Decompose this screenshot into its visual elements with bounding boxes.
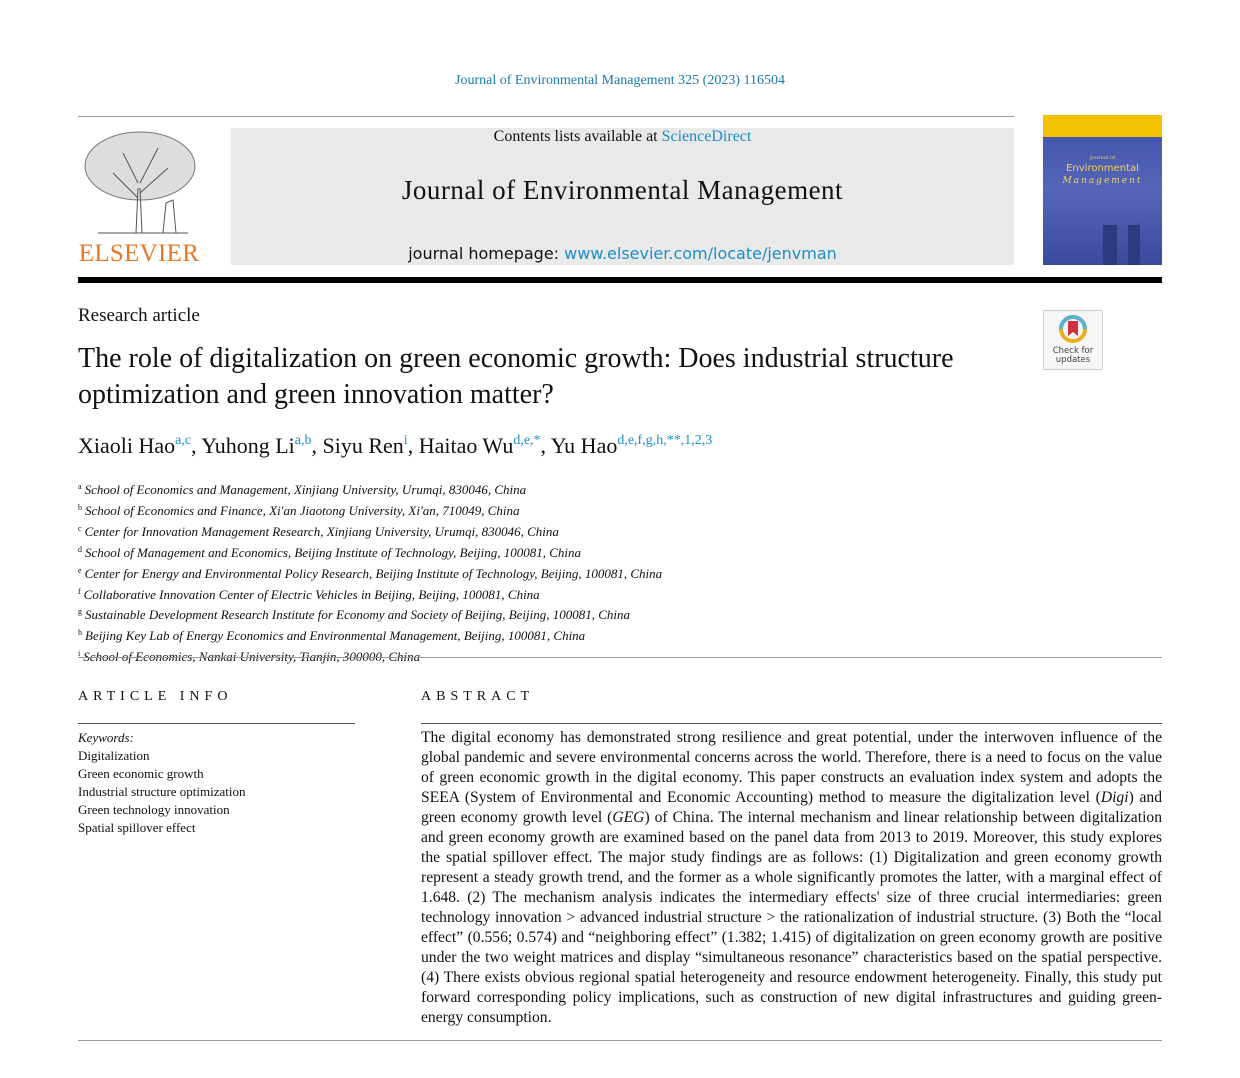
header-thick-rule xyxy=(78,277,1162,283)
affiliation-key: d xyxy=(78,544,82,554)
abstract-part: ) of China. The internal mechanism and l… xyxy=(421,809,1162,1026)
footer-rule xyxy=(78,1040,1162,1041)
keyword-item: Spatial spillover effect xyxy=(78,820,196,835)
article-title: The role of digitalization on green econ… xyxy=(78,343,954,410)
affiliation-key: e xyxy=(78,565,82,575)
author-name[interactable]: Yu Hao xyxy=(550,433,618,458)
affiliation-item: f Collaborative Innovation Center of Elec… xyxy=(78,583,662,604)
abstract-text: The digital economy has demonstrated str… xyxy=(421,728,1162,1028)
check-label-2: updates xyxy=(1055,355,1091,365)
affiliation-item: i School of Economics, Nankai University,… xyxy=(78,645,662,666)
author-affiliation-marks[interactable]: d,e,f,g,h,**,1,2,3 xyxy=(617,433,713,448)
abstract-heading: ABSTRACT xyxy=(421,689,535,704)
affiliation-key: f xyxy=(78,586,81,596)
affiliation-text: Center for Energy and Environmental Poli… xyxy=(84,565,663,581)
cover-chimney xyxy=(1103,225,1117,265)
keywords-block: Keywords: Digitalization Green economic g… xyxy=(78,729,246,837)
keywords-label: Keywords: xyxy=(78,730,134,745)
abstract-part: The digital economy has demonstrated str… xyxy=(421,729,1162,806)
affiliation-text: School of Management and Economics, Beij… xyxy=(85,544,581,560)
author-affiliation-marks[interactable]: a,b xyxy=(294,433,312,448)
affiliation-item: d School of Management and Economics, Bei… xyxy=(78,541,662,562)
article-info-heading: ARTICLE INFO xyxy=(78,689,233,704)
contents-prefix: Contents lists available at xyxy=(493,128,662,145)
masthead-box xyxy=(231,128,1014,265)
affiliation-item: c Center for Innovation Management Resear… xyxy=(78,520,662,541)
journal-cover[interactable]: Journal of Environmental Management xyxy=(1043,115,1162,265)
author-affiliation-marks[interactable]: d,e,* xyxy=(513,433,541,448)
affiliation-key: i xyxy=(78,649,81,659)
keyword-item: Digitalization xyxy=(78,748,150,763)
affiliation-key: b xyxy=(78,502,82,512)
author-separator: , xyxy=(311,433,323,458)
author-name[interactable]: Siyu Ren xyxy=(322,433,404,458)
affiliation-text: Center for Innovation Management Researc… xyxy=(84,523,559,539)
affiliation-text: School of Economics and Management, Xinj… xyxy=(84,482,527,497)
article-info-rule xyxy=(78,723,355,724)
cover-band xyxy=(1043,115,1162,137)
affiliation-item: e Center for Energy and Environmental Pol… xyxy=(78,562,662,583)
affiliation-item: b School of Economics and Finance, Xi'an … xyxy=(78,499,662,520)
cover-chimney xyxy=(1128,225,1140,265)
journal-name: Journal of Environmental Management xyxy=(401,175,844,205)
sciencedirect-link[interactable]: ScienceDirect xyxy=(661,128,752,145)
affiliation-item: g Sustainable Development Research Instit… xyxy=(78,603,662,624)
affiliations: a School of Economics and Management, Xin… xyxy=(78,478,662,666)
affiliation-text: Beijing Key Lab of Energy Economics and … xyxy=(85,628,586,644)
author-separator: , xyxy=(407,433,419,458)
author-name[interactable]: Haitao Wu xyxy=(418,433,514,458)
cover-line1: Journal of xyxy=(1090,155,1115,161)
journal-citation[interactable]: Journal of Environmental Management 325 … xyxy=(455,73,785,88)
contents-line: Contents lists available at ScienceDirec… xyxy=(231,128,1014,146)
publisher-name: ELSEVIER xyxy=(78,240,200,267)
crossmark-icon xyxy=(1059,315,1087,343)
cover-line3: Management xyxy=(1062,176,1143,186)
homepage-line: journal homepage: www.elsevier.com/locat… xyxy=(231,244,1014,263)
affiliation-item: h Beijing Key Lab of Energy Economics and… xyxy=(78,624,662,645)
affiliation-item: a School of Economics and Management, Xin… xyxy=(78,478,662,499)
keyword-item: Industrial structure optimization xyxy=(78,784,246,799)
check-for-updates-button[interactable]: Check for updates xyxy=(1043,310,1103,370)
author-separator: , xyxy=(540,433,551,458)
elsevier-logo[interactable]: ELSEVIER xyxy=(78,128,200,268)
author-separator: , xyxy=(191,433,202,458)
affiliation-key: g xyxy=(78,607,82,617)
affiliation-key: a xyxy=(78,482,82,491)
abstract-digi: Digi xyxy=(1100,789,1129,806)
affiliation-text: Collaborative Innovation Center of Elect… xyxy=(83,586,540,602)
affiliation-text: School of Economics, Nankai University, … xyxy=(83,649,421,665)
author-name[interactable]: Xiaoli Hao xyxy=(78,433,176,458)
header-rule xyxy=(78,116,1014,117)
author-list: Xiaoli Haoa,c, Yuhong Lia,b, Siyu Reni, … xyxy=(78,433,712,459)
check-label-1: Check for xyxy=(1052,346,1094,356)
section-rule xyxy=(78,657,1162,658)
abstract-rule xyxy=(421,723,1162,724)
author-affiliation-marks[interactable]: a,c xyxy=(175,433,192,448)
keyword-item: Green economic growth xyxy=(78,766,204,781)
affiliation-text: School of Economics and Finance, Xi'an J… xyxy=(85,502,520,518)
author-affiliation-marks[interactable]: i xyxy=(403,433,408,448)
abstract-geg: GEG xyxy=(612,809,645,826)
affiliation-key: h xyxy=(78,628,82,638)
cover-line2: Environmental xyxy=(1066,163,1139,174)
affiliation-text: Sustainable Development Research Institu… xyxy=(85,607,631,623)
abstract-part: ) and green economy growth level ( xyxy=(421,789,1162,826)
affiliation-key: c xyxy=(78,523,82,533)
author-name[interactable]: Yuhong Li xyxy=(201,433,295,458)
homepage-link[interactable]: www.elsevier.com/locate/jenvman xyxy=(564,244,837,263)
article-type: Research article xyxy=(78,305,200,326)
tree-icon xyxy=(84,131,196,234)
homepage-prefix: journal homepage: xyxy=(408,244,565,263)
keyword-item: Green technology innovation xyxy=(78,802,230,817)
